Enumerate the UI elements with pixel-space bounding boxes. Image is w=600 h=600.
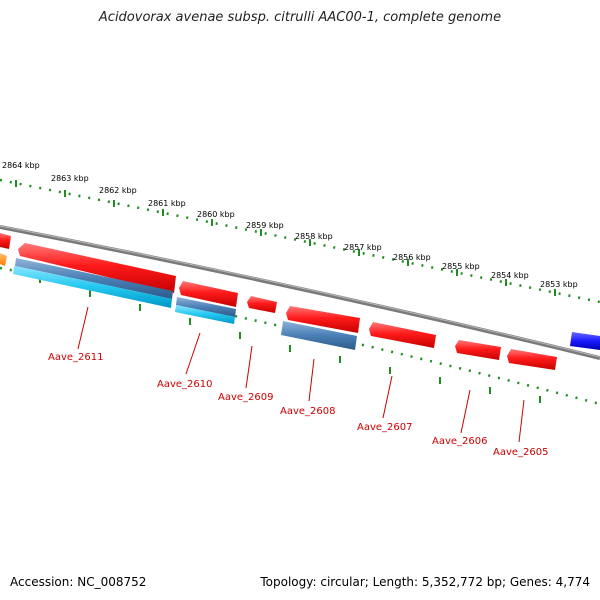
ruler-label: 2854 kbp — [491, 271, 529, 280]
feature-bar-steel — [15, 258, 173, 299]
gene-label: Aave_2611 — [48, 352, 104, 363]
ruler-label: 2862 kbp — [99, 186, 137, 195]
accession-label: Accession: NC_008752 — [10, 575, 147, 589]
gene-arrow-aave-2610 — [179, 281, 238, 307]
ruler-label: 2857 kbp — [344, 243, 382, 252]
genome-backbone — [0, 225, 600, 360]
feature-bar-aave-2608 — [281, 321, 357, 350]
gene-arrow-aave-2609 — [247, 296, 277, 313]
ruler-outer — [0, 178, 600, 304]
genome-title: Acidovorax avenae subsp. citrulli AAC00-… — [98, 10, 502, 25]
genome-backbone-highlight — [0, 225, 600, 358]
gene-arrow-aave-2608-fwd — [286, 306, 360, 333]
gene-arrow-orange — [0, 253, 7, 266]
ruler-label: 2860 kbp — [197, 210, 235, 219]
feature-bar-steel — [176, 297, 236, 317]
gene-arrow-aave-2606 — [455, 340, 501, 360]
gene-arrow-aave-2607 — [369, 322, 436, 348]
gene-arrow-aave-2611 — [18, 243, 176, 293]
gene-label: Aave_2605 — [493, 447, 549, 458]
feature-bar-cyan — [175, 305, 235, 324]
ruler-label: 2855 kbp — [442, 262, 480, 271]
label-leaders — [77, 306, 525, 443]
gene-label: Aave_2608 — [280, 406, 336, 417]
feature-bars — [13, 258, 357, 350]
gene-arrow-blue — [570, 332, 600, 350]
ruler-label: 2864 kbp — [2, 161, 40, 170]
ruler-label: 2861 kbp — [148, 199, 186, 208]
genome-info: Topology: circular; Length: 5,352,772 bp… — [260, 575, 590, 589]
ruler-label: 2859 kbp — [246, 221, 284, 230]
ruler-major-ticks — [15, 180, 556, 296]
ruler-label: 2853 kbp — [540, 280, 578, 289]
ruler-label: 2856 kbp — [393, 253, 431, 262]
gene-label: Aave_2610 — [157, 379, 213, 390]
gene-arrow-partial — [0, 233, 11, 249]
ruler-label: 2858 kbp — [295, 232, 333, 241]
feature-bar-cyan — [13, 266, 172, 308]
gene-labels: Aave_2611 Aave_2610 Aave_2609 Aave_2608 … — [48, 352, 549, 458]
gene-label: Aave_2609 — [218, 392, 274, 403]
forward-strand-genes — [0, 233, 600, 370]
ruler-label: 2863 kbp — [51, 174, 89, 183]
ruler-labels: 2864 kbp 2863 kbp 2862 kbp 2861 kbp 2860… — [2, 161, 578, 289]
gene-arrow-aave-2605 — [507, 349, 557, 370]
gene-label: Aave_2606 — [432, 436, 488, 447]
gene-label: Aave_2607 — [357, 422, 413, 433]
